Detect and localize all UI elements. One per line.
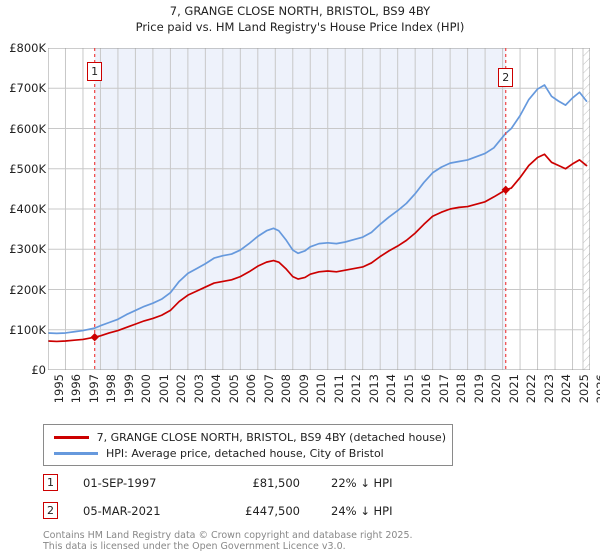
y-axis-tick-label: £100K xyxy=(9,322,46,337)
legend-swatch-hpi xyxy=(54,451,98,455)
x-axis-tick-label: 2012 xyxy=(349,374,364,404)
x-axis-tick-label: 2017 xyxy=(436,374,451,404)
footer-line-1: Contains HM Land Registry data © Crown c… xyxy=(43,530,413,541)
x-axis-tick-label: 2018 xyxy=(454,374,469,404)
table-row: 2 05-MAR-2021 £447,500 24% ↓ HPI xyxy=(43,500,463,528)
title-line-2: Price paid vs. HM Land Registry's House … xyxy=(135,20,465,34)
page-title: 7, GRANGE CLOSE NORTH, BRISTOL, BS9 4BY … xyxy=(0,3,600,35)
legend-item: HPI: Average price, detached house, City… xyxy=(50,445,446,461)
chart-svg xyxy=(48,48,590,370)
x-axis-tick-label: 2009 xyxy=(296,374,311,404)
transaction-badge: 1 xyxy=(43,474,58,491)
y-axis-tick-label: £600K xyxy=(9,121,46,136)
footer-line-2: This data is licensed under the Open Gov… xyxy=(43,541,346,552)
legend-item: 7, GRANGE CLOSE NORTH, BRISTOL, BS9 4BY … xyxy=(50,429,446,445)
x-axis-tick-label: 1998 xyxy=(104,374,119,404)
footer-attribution: Contains HM Land Registry data © Crown c… xyxy=(43,530,583,552)
x-axis-tick-label: 2004 xyxy=(209,374,224,404)
x-axis-tick-label: 2000 xyxy=(139,374,154,404)
x-axis-tick-label: 2024 xyxy=(559,374,574,404)
x-axis-tick-label: 2021 xyxy=(506,374,521,404)
x-axis-tick-label: 2001 xyxy=(156,374,171,404)
y-axis-tick-label: £800K xyxy=(9,41,46,55)
y-axis-tick-label: £0 xyxy=(31,363,46,377)
x-axis-tick-label: 1996 xyxy=(69,374,84,404)
plot-callout-badge: 2 xyxy=(498,68,514,87)
legend-swatch-price-paid xyxy=(54,435,89,439)
transaction-price: £81,500 xyxy=(252,476,300,490)
x-axis-tick-label: 2016 xyxy=(419,374,434,404)
x-axis-tick-label: 1999 xyxy=(121,374,136,404)
x-axis-tick-label: 2023 xyxy=(541,374,556,404)
y-axis-tick-label: £400K xyxy=(9,202,46,216)
table-row: 1 01-SEP-1997 £81,500 22% ↓ HPI xyxy=(43,472,463,500)
transaction-hpi-delta: 22% ↓ HPI xyxy=(331,476,393,490)
transaction-hpi-delta: 24% ↓ HPI xyxy=(331,504,393,518)
y-axis-tick-label: £500K xyxy=(9,161,46,176)
x-axis-tick-label: 2022 xyxy=(524,374,539,404)
y-axis-tick-label: £700K xyxy=(9,81,46,96)
transaction-badge: 2 xyxy=(43,502,58,519)
x-axis-tick-label: 2013 xyxy=(366,374,381,404)
transaction-date: 05-MAR-2021 xyxy=(83,504,161,518)
x-axis-tick-label: 2010 xyxy=(314,374,329,404)
x-axis-tick-label: 2014 xyxy=(384,374,399,404)
plot-callout-badge: 1 xyxy=(87,62,103,81)
legend-label-hpi: HPI: Average price, detached house, City… xyxy=(106,446,384,460)
x-axis-tick-label: 2025 xyxy=(576,374,591,404)
x-axis-tick-label: 2008 xyxy=(279,374,294,404)
x-axis-tick-label: 2003 xyxy=(191,374,206,404)
x-axis-tick-label: 1995 xyxy=(52,374,66,404)
x-axis-tick-label: 2005 xyxy=(226,374,241,404)
y-axis-tick-label: £300K xyxy=(9,242,46,257)
x-axis-tick-label: 2026 xyxy=(594,374,600,404)
x-axis-tick-label: 2015 xyxy=(401,374,416,404)
legend-label-price-paid: 7, GRANGE CLOSE NORTH, BRISTOL, BS9 4BY … xyxy=(96,430,446,444)
x-axis-tick-label: 2020 xyxy=(489,374,504,404)
x-axis-tick-label: 2011 xyxy=(331,374,346,404)
transactions-table: 1 01-SEP-1997 £81,500 22% ↓ HPI 2 05-MAR… xyxy=(43,472,463,528)
transaction-date: 01-SEP-1997 xyxy=(83,476,157,490)
x-axis-tick-label: 1997 xyxy=(86,374,101,404)
x-axis-tick-label: 2006 xyxy=(244,374,259,404)
transaction-price: £447,500 xyxy=(245,504,300,518)
x-axis-tick-label: 2019 xyxy=(471,374,486,404)
x-axis-tick-label: 2007 xyxy=(261,374,276,404)
x-axis-tick-label: 2002 xyxy=(174,374,189,404)
title-line-1: 7, GRANGE CLOSE NORTH, BRISTOL, BS9 4BY xyxy=(169,4,431,18)
y-axis-tick-label: £200K xyxy=(9,282,46,297)
chart-legend: 7, GRANGE CLOSE NORTH, BRISTOL, BS9 4BY … xyxy=(43,424,453,466)
